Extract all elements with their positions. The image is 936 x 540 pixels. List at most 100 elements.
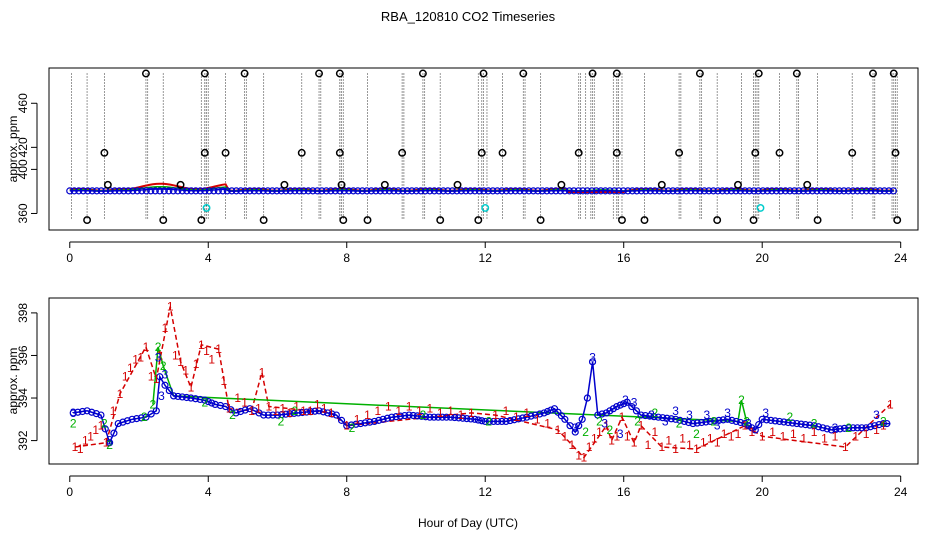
- top-x-tick-label: 16: [617, 251, 631, 265]
- bottom-series-3-point: [879, 419, 887, 428]
- bottom-series-1-glyph: 1: [203, 344, 210, 358]
- bottom-series-3-point: [858, 424, 866, 432]
- top-series-3-point: [880, 187, 889, 195]
- bottom-series-3-point: [680, 417, 688, 426]
- bottom-series-3-point: [383, 414, 392, 422]
- bottom-series-3-point: [269, 411, 277, 419]
- bottom-series-3-point: [370, 417, 379, 426]
- top-flag-circle-low: [339, 216, 348, 225]
- top-series-3-point: [696, 187, 704, 195]
- top-series-3-point: [781, 187, 789, 195]
- bottom-series-3-point: [361, 419, 369, 427]
- top-flag-circle-mid: [477, 148, 486, 157]
- bottom-series-3-point: [840, 424, 849, 432]
- bottom-series-3-point: [471, 415, 479, 423]
- top-flag-circle-low: [159, 216, 168, 225]
- bottom-series-3-glyph: 3: [686, 408, 693, 422]
- bottom-series-3-point: [613, 402, 621, 411]
- top-series-3-point: [264, 187, 272, 195]
- bottom-series-3-point: [434, 413, 442, 421]
- bottom-series-2-glyph: 2: [676, 417, 683, 431]
- bottom-series-3-point: [379, 415, 387, 423]
- top-series-3-point: [673, 187, 681, 195]
- top-series-3-point: [507, 187, 515, 195]
- bottom-series-2-glyph: 2: [349, 421, 356, 435]
- top-series-3-point: [498, 187, 506, 195]
- bottom-series-3-point: [101, 425, 109, 433]
- top-series-3-point: [187, 187, 195, 195]
- bottom-series-3-point: [663, 414, 671, 422]
- top-series-3-point: [570, 187, 578, 195]
- bottom-series-3-point: [598, 410, 606, 418]
- top-series-3-point: [633, 187, 641, 195]
- top-series-3-point: [394, 187, 402, 195]
- top-flag-circle-mid: [100, 148, 109, 157]
- top-flag-circle-near: [657, 180, 666, 189]
- bottom-series-3-point: [814, 423, 823, 431]
- bottom-series-3-point: [540, 409, 548, 417]
- top-series-3-point: [246, 187, 254, 195]
- bottom-series-1-glyph: 1: [707, 431, 714, 445]
- bottom-series-3-point: [260, 411, 268, 419]
- bottom-series-1-glyph: 1: [555, 423, 562, 437]
- bottom-series-1-glyph: 1: [162, 321, 169, 335]
- bottom-series-3-point: [578, 415, 586, 423]
- top-cyan-point: [481, 204, 490, 212]
- top-series-3-point: [718, 187, 726, 195]
- bottom-series-3-point: [667, 415, 675, 423]
- bottom-series-1-glyph: 1: [416, 404, 423, 418]
- bottom-series-3-point: [632, 407, 641, 415]
- bottom-series-2-glyph: 2: [710, 414, 717, 428]
- bottom-series-1-glyph: 1: [742, 419, 749, 433]
- top-series-3-point: [664, 187, 672, 195]
- top-series-3-point: [255, 187, 263, 195]
- bottom-series-3-glyph: 3: [873, 408, 880, 422]
- top-panel: 0 4 8 12 16 20 24 360 400 420 460 approx. ppm: [6, 67, 919, 265]
- top-series-3-point: [309, 187, 317, 195]
- bottom-series-3-point: [298, 408, 307, 417]
- bottom-x-tick-label: 12: [479, 485, 493, 499]
- top-series-3-point: [115, 187, 123, 195]
- top-series-3-point: [183, 187, 191, 195]
- top-series-3-point: [642, 187, 650, 195]
- bottom-series-1-glyph: 1: [821, 431, 828, 445]
- bottom-series-3-point: [575, 422, 583, 430]
- bottom-series-3-point: [527, 412, 535, 420]
- bottom-series-1-glyph: 1: [619, 410, 626, 424]
- bottom-series-1-glyph: 1: [700, 436, 707, 450]
- bottom-series-1-glyph: 1: [220, 374, 227, 388]
- top-x-tick-label: 4: [205, 251, 212, 265]
- top-series-3-point: [93, 187, 101, 195]
- bottom-series-3-point: [732, 417, 740, 426]
- bottom-series-3-point: [241, 406, 249, 414]
- bottom-series-2-glyph: 2: [652, 406, 659, 420]
- bottom-series-1-glyph: 1: [215, 342, 222, 356]
- bottom-series-2-glyph: 2: [150, 397, 157, 411]
- bottom-series-3-glyph: 3: [155, 351, 162, 365]
- bottom-series-3-point: [343, 422, 351, 430]
- top-series-3-point: [700, 187, 708, 195]
- bottom-series-3-point: [543, 407, 552, 416]
- bottom-series-3-point: [307, 408, 315, 416]
- bottom-series-1-glyph: 1: [586, 440, 593, 454]
- top-flag-circle-mid: [675, 148, 684, 157]
- bottom-series-3-point: [845, 424, 853, 432]
- bottom-series-1-glyph: 1: [272, 404, 279, 418]
- bottom-series-3-point: [128, 415, 136, 423]
- bottom-series-3-point: [875, 421, 883, 429]
- bottom-series-3-point: [702, 418, 710, 426]
- bottom-series-3-point: [201, 396, 209, 404]
- bottom-x-tick-label: 8: [343, 485, 350, 499]
- bottom-series-2-glyph: 2: [160, 359, 167, 373]
- bottom-series-1-glyph: 1: [613, 429, 620, 443]
- bottom-series-3-point: [422, 413, 430, 421]
- top-series-3-point: [714, 187, 722, 195]
- bottom-series-3-point: [290, 409, 298, 417]
- top-series-3-point: [579, 187, 587, 195]
- bottom-series-2-glyph: 2: [201, 395, 208, 409]
- top-series-3-point: [327, 187, 335, 195]
- top-series-3-point: [574, 187, 582, 195]
- bottom-y-tick-label: 398: [16, 303, 30, 323]
- bottom-series-3-point: [693, 419, 701, 427]
